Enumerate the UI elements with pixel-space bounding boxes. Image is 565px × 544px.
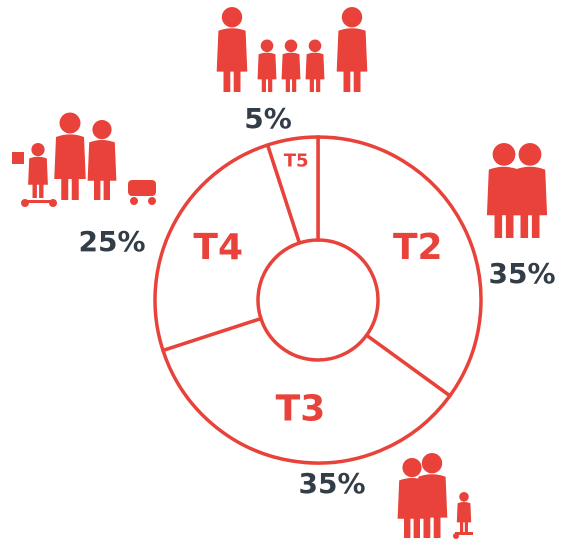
donut-segment [265,135,320,246]
people-icons [12,6,548,539]
donut-segment [316,135,483,399]
donut-segment [153,142,302,353]
segment-label: T3 [276,389,326,430]
donut-segment [160,316,453,465]
value-label: 35% [488,257,555,290]
donut: T2 35% T3 35% T4 25% T5 5% [78,102,555,500]
segment-label: T2 [393,227,443,268]
segment-label: T4 [193,227,243,268]
segment-label: T5 [284,151,309,172]
value-label: 35% [298,467,365,500]
value-label: 5% [244,102,292,135]
value-label: 25% [78,225,145,258]
